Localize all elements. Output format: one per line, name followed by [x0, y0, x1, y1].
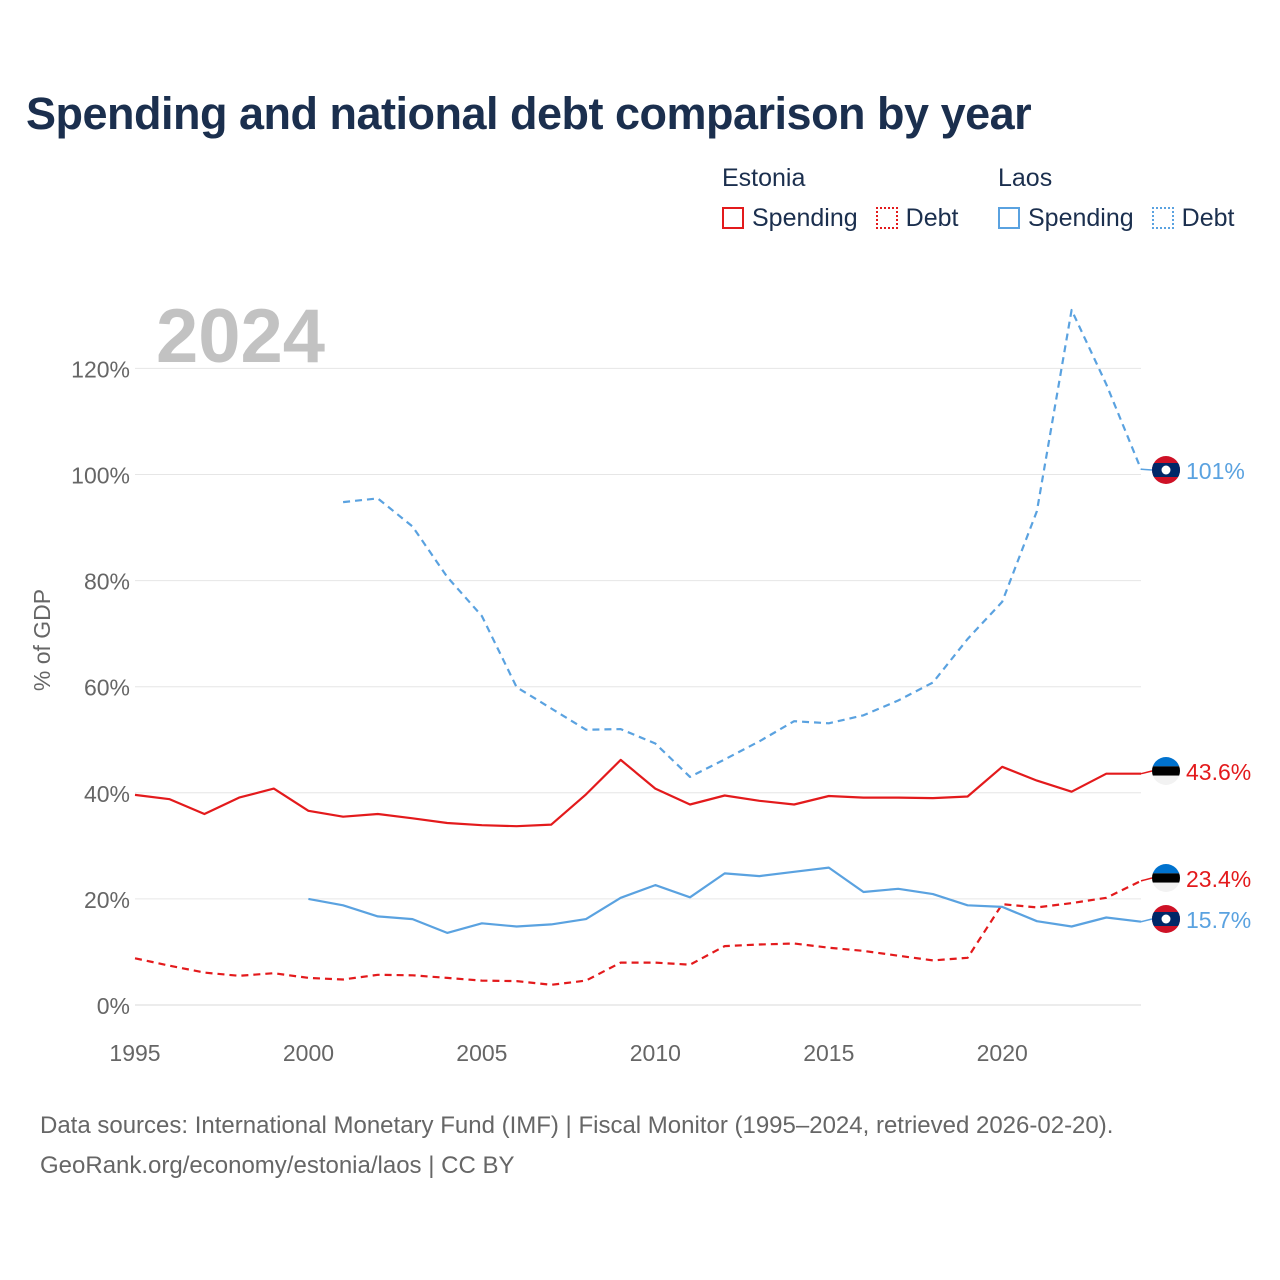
series-line-estonia-debt: [134, 879, 1142, 986]
legend-label: Spending: [752, 203, 858, 232]
end-value-label: 15.7%: [1186, 907, 1251, 933]
x-tick-label: 1995: [109, 1040, 160, 1066]
y-tick-label: 100%: [71, 463, 130, 489]
estonia-flag-icon: [1152, 757, 1180, 785]
year-label: 2024: [156, 294, 325, 379]
x-tick-label: 2000: [283, 1040, 334, 1066]
credit-link[interactable]: GeoRank.org/economy/estonia/laos | CC BY: [40, 1152, 515, 1179]
y-tick-label: 120%: [71, 356, 130, 382]
end-value-label: 43.6%: [1186, 759, 1251, 785]
y-tick-label: 20%: [84, 887, 130, 913]
y-tick-label: 60%: [84, 675, 130, 701]
x-tick-label: 2005: [456, 1040, 507, 1066]
footer: Data sources: International Monetary Fun…: [40, 1106, 1113, 1186]
legend-label: Spending: [1028, 203, 1134, 232]
legend-group-title: Estonia: [722, 164, 806, 192]
estonia-flag-icon: [1152, 864, 1180, 892]
legend-item-estonia-spending[interactable]: Spending: [722, 204, 858, 233]
legend-label: Debt: [905, 203, 959, 232]
y-tick-label: 80%: [84, 569, 130, 595]
legend-group-estonia: Estonia Spending Debt: [722, 162, 976, 234]
series-line-laos-spending: [308, 866, 1142, 935]
end-connector: [1140, 468, 1153, 471]
page-title: Spending and national debt comparison by…: [26, 88, 1032, 139]
legend-item-estonia-debt[interactable]: Debt: [875, 203, 959, 233]
x-tick-label: 2015: [803, 1040, 854, 1066]
series-line-laos-debt: [342, 308, 1143, 779]
legend-group-laos: Laos Spending Debt: [998, 162, 1234, 234]
y-tick-label: 0%: [97, 993, 130, 1019]
end-value-label: 101%: [1186, 458, 1245, 484]
end-value-label: 23.4%: [1186, 866, 1251, 892]
x-tick-label: 2020: [977, 1040, 1028, 1066]
legend-group-title: Laos: [998, 164, 1053, 192]
legend-item-laos-debt[interactable]: Debt: [1151, 203, 1235, 233]
legend-swatch-dotted-icon: [1151, 207, 1174, 229]
legend-label: Debt: [1181, 203, 1235, 232]
series-line-estonia-spending: [134, 758, 1141, 828]
y-axis-label: % of GDP: [29, 589, 55, 691]
data-source-note: Data sources: International Monetary Fun…: [40, 1112, 1114, 1139]
legend-swatch-dotted-icon: [875, 207, 898, 229]
legend-item-laos-spending[interactable]: Spending: [998, 204, 1134, 233]
end-connector: [1140, 770, 1153, 775]
end-connector: [1140, 877, 1153, 882]
y-tick-label: 40%: [84, 781, 130, 807]
end-connector: [1140, 918, 1153, 923]
laos-flag-icon: [1152, 456, 1180, 484]
laos-flag-icon: [1152, 905, 1180, 933]
legend-swatch-solid-icon: [722, 207, 744, 229]
legend-swatch-solid-icon: [998, 207, 1020, 229]
x-tick-label: 2010: [630, 1040, 681, 1066]
